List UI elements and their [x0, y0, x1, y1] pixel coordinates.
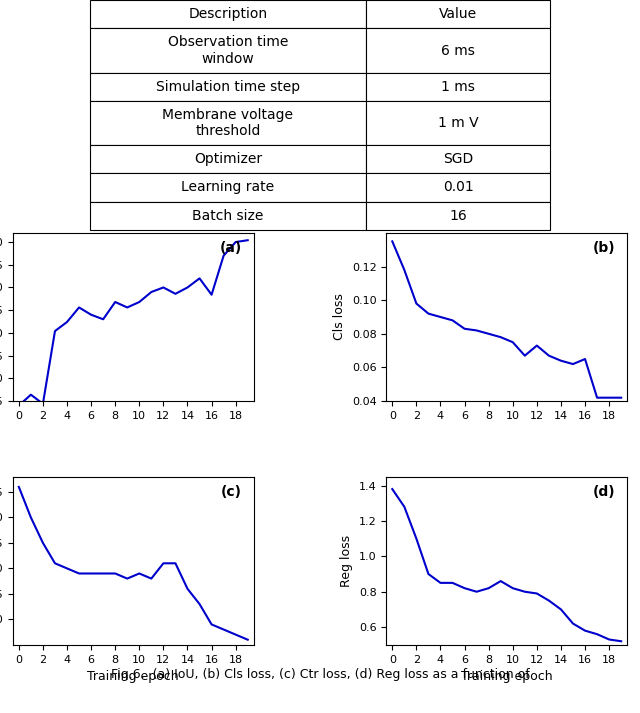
Text: (d): (d) — [593, 485, 615, 499]
Text: (a): (a) — [220, 241, 242, 255]
X-axis label: Training epoch: Training epoch — [88, 670, 179, 683]
Text: (b): (b) — [593, 241, 615, 255]
Text: Fig.6.  (a) IoU, (b) Cls loss, (c) Ctr loss, (d) Reg loss as a function of: Fig.6. (a) IoU, (b) Cls loss, (c) Ctr lo… — [111, 667, 529, 681]
X-axis label: Training epoch: Training epoch — [461, 670, 552, 683]
Y-axis label: Reg loss: Reg loss — [340, 535, 353, 587]
Y-axis label: Cls loss: Cls loss — [333, 294, 346, 340]
Text: (c): (c) — [221, 485, 242, 499]
